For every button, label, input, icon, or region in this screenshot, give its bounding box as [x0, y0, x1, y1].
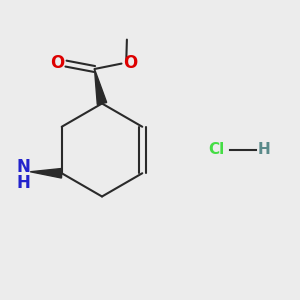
Text: O: O [50, 54, 65, 72]
Text: H: H [258, 142, 270, 158]
Polygon shape [30, 169, 62, 178]
Text: H: H [17, 174, 31, 192]
Text: O: O [123, 54, 137, 72]
Text: N: N [17, 158, 31, 176]
Polygon shape [94, 69, 107, 104]
Text: Cl: Cl [208, 142, 224, 158]
